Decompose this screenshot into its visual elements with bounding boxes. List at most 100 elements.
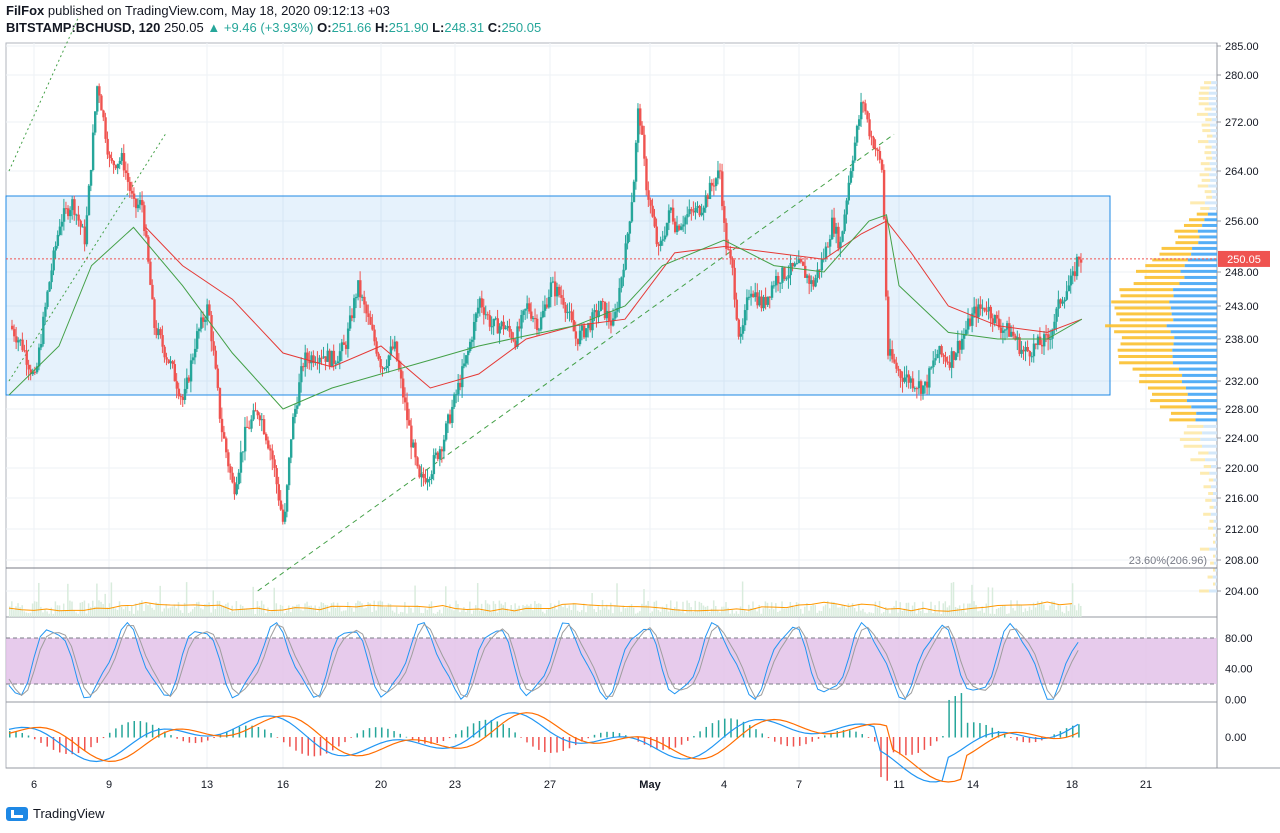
volume-profile-bar [1211, 513, 1217, 516]
volume-bar [672, 609, 674, 617]
candle-body [212, 341, 214, 350]
macd-histogram-bar [868, 737, 870, 738]
candle-body [483, 307, 485, 314]
volume-bar [773, 609, 775, 617]
candle-body [538, 330, 540, 331]
candle-body [433, 455, 435, 474]
volume-profile-bar [1120, 294, 1173, 297]
volume-profile-bar [1171, 306, 1217, 309]
candle-body [688, 209, 690, 214]
candle-body [837, 227, 839, 248]
candle-body [1018, 337, 1020, 354]
candle-body [767, 297, 769, 305]
volume-profile-bar [1133, 368, 1179, 371]
volume-bar [827, 601, 829, 617]
volume-bar [777, 612, 779, 617]
candle-body [1037, 337, 1039, 345]
volume-bar [302, 611, 304, 617]
volume-bar [771, 602, 773, 617]
volume-bar [210, 613, 212, 617]
volume-bar [447, 608, 449, 617]
candle-body [560, 295, 562, 298]
candle-body [1033, 344, 1035, 357]
stochastic-band [6, 638, 1217, 684]
candle-body [1053, 322, 1055, 330]
candle-body [908, 374, 910, 382]
volume-bar [819, 611, 821, 617]
candle-body [320, 358, 322, 359]
candle-body [810, 280, 812, 284]
volume-bar [445, 586, 447, 617]
volume-bar [614, 605, 616, 617]
stochastic-tick-label: 40.00 [1225, 664, 1253, 676]
volume-profile-bar [1172, 312, 1217, 315]
candle-body [936, 354, 938, 358]
volume-bar [910, 611, 912, 617]
price-tick-label: 248.00 [1225, 267, 1259, 279]
macd-histogram-bar [134, 721, 136, 737]
volume-profile-bar [1209, 452, 1217, 455]
macd-histogram-bar [613, 732, 615, 738]
volume-bar [273, 588, 275, 617]
volume-bar [129, 611, 131, 617]
candle-body [422, 474, 424, 478]
candle-body [42, 317, 44, 344]
candle-body [622, 270, 624, 278]
candle-body [278, 484, 280, 500]
volume-bar [883, 612, 885, 617]
macd-histogram-bar [232, 729, 234, 738]
macd-histogram-bar [283, 737, 285, 742]
volume-bar [926, 613, 928, 617]
volume-bar [15, 606, 17, 617]
volume-bar [940, 614, 942, 617]
volume-bar [508, 611, 510, 617]
macd-histogram-bar [656, 737, 658, 749]
candle-body [819, 269, 821, 270]
volume-bar [304, 603, 306, 617]
volume-profile-bar [1199, 590, 1209, 593]
volume-profile-bar [1204, 81, 1211, 84]
volume-bar [131, 606, 133, 617]
volume-bar [38, 583, 40, 617]
volume-bar [404, 602, 406, 617]
volume-bar [758, 605, 760, 617]
candle-body [90, 170, 92, 186]
volume-bar [263, 604, 265, 617]
candle-body [794, 264, 796, 267]
volume-profile-bar [1119, 361, 1173, 364]
volume-profile-bar [1205, 499, 1211, 502]
candle-body [765, 297, 767, 305]
volume-bar [329, 612, 331, 617]
macd-histogram-bar [514, 732, 516, 737]
volume-bar [524, 606, 526, 617]
volume-profile-bar [1186, 387, 1217, 390]
candle-body [50, 270, 52, 282]
candle-body [947, 362, 949, 363]
macd-histogram-bar [350, 737, 352, 738]
macd-histogram-bar [47, 737, 49, 747]
candle-body [445, 423, 447, 439]
candle-body [102, 111, 104, 118]
price-tick-label: 216.00 [1225, 493, 1259, 505]
macd-histogram-bar [485, 720, 487, 738]
volume-bar [839, 607, 841, 617]
volume-bar [769, 609, 771, 617]
candle-body [410, 426, 412, 448]
volume-bar [343, 611, 345, 617]
volume-bar [475, 605, 477, 617]
volume-profile-bar [1208, 140, 1217, 143]
volume-bar [536, 604, 538, 617]
volume-profile-bar [1190, 458, 1205, 461]
volume-bar [731, 610, 733, 617]
volume-bar [900, 602, 902, 617]
volume-profile-bar [1200, 86, 1209, 89]
candle-body [760, 297, 762, 309]
volume-bar [977, 611, 979, 617]
volume-bar [875, 602, 877, 617]
volume-bar [740, 606, 742, 617]
volume-profile-bar [1209, 472, 1217, 475]
volume-profile-bar [1139, 380, 1182, 383]
candle-body [877, 150, 879, 151]
volume-bar [990, 614, 992, 617]
